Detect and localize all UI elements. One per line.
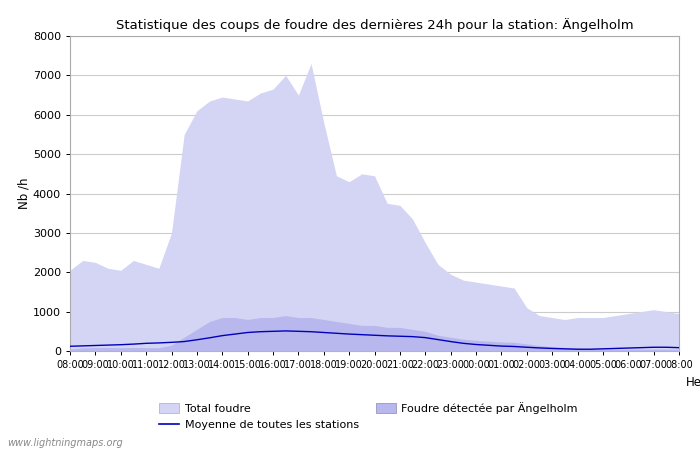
Title: Statistique des coups de foudre des dernières 24h pour la station: Ängelholm: Statistique des coups de foudre des dern…	[116, 18, 634, 32]
Legend: Total foudre, Moyenne de toutes les stations, Foudre détectée par Ängelholm: Total foudre, Moyenne de toutes les stat…	[155, 397, 582, 434]
Y-axis label: Nb /h: Nb /h	[17, 178, 30, 209]
Text: Heure: Heure	[686, 376, 700, 389]
Text: www.lightningmaps.org: www.lightningmaps.org	[7, 438, 122, 448]
